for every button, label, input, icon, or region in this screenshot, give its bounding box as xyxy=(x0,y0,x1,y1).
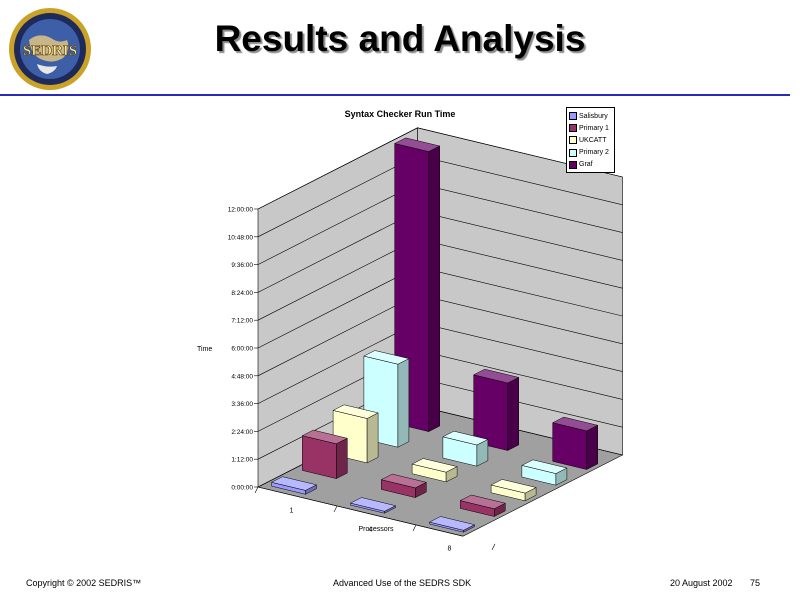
x-tick-mark xyxy=(491,543,496,551)
bar xyxy=(521,459,568,486)
bar-top xyxy=(521,459,568,474)
slide-title: Results and Analysis xyxy=(214,18,586,59)
bar-top xyxy=(490,479,537,494)
run-time-chart: Syntax Checker Run Time 0:00:00 1:12:00 2:… xyxy=(197,109,624,552)
chart-title: Syntax Checker Run Time xyxy=(345,109,456,119)
bar xyxy=(301,429,349,480)
legend-item: Graf xyxy=(569,159,612,171)
bar xyxy=(380,473,428,499)
bar-top xyxy=(301,429,349,445)
footer-date: 20 August 2002 xyxy=(670,578,733,588)
bar-top xyxy=(349,497,397,512)
bar-top xyxy=(270,476,318,491)
y-axis-ticks: 0:00:00 1:12:00 2:24:00 3:36:00 4:48:00 6:00:… xyxy=(228,207,258,492)
x-tick-label: 4 xyxy=(369,526,373,533)
bar-top xyxy=(332,404,379,419)
legend-label: Salisbury xyxy=(579,112,608,120)
bar-top xyxy=(393,137,441,152)
y-tick-label: 0:00:00 xyxy=(231,485,253,492)
y-tick-label: 1:12:00 xyxy=(231,457,253,464)
y-tick-label: 12:00:00 xyxy=(228,207,254,214)
bar xyxy=(490,479,537,502)
bar-top xyxy=(411,458,458,473)
bar-top xyxy=(380,473,428,489)
bar-side xyxy=(507,376,519,451)
legend-swatch xyxy=(569,136,577,145)
bar xyxy=(459,494,507,517)
chart-legend: Salisbury Primary 1 UKCATT Primary 2 Graf xyxy=(566,107,615,173)
y-tick-label: 7:12:00 xyxy=(231,318,253,325)
y-axis-label: Time xyxy=(197,346,212,353)
bar xyxy=(349,497,397,514)
x-tick-mark xyxy=(333,505,338,513)
legend-swatch xyxy=(569,112,577,121)
sedris-logo: SEDRIS xyxy=(9,8,91,90)
y-tick-label: 9:36:00 xyxy=(231,262,253,269)
gridline xyxy=(257,127,623,210)
x-tick-label: 8 xyxy=(448,545,452,552)
x-axis-ticks: 1 4 8 xyxy=(254,486,496,552)
y-tick-label: 4:48:00 xyxy=(231,373,253,380)
x-tick-mark xyxy=(254,486,259,494)
legend-item: UKCATT xyxy=(569,134,612,146)
legend-swatch xyxy=(569,148,577,157)
bar-top xyxy=(442,430,489,446)
legend-label: Primary 2 xyxy=(579,149,609,157)
legend-item: Primary 1 xyxy=(569,122,612,134)
bar xyxy=(411,458,458,483)
bar xyxy=(270,476,318,495)
y-tick-label: 6:00:00 xyxy=(231,346,253,353)
x-tick-label: 1 xyxy=(290,507,294,514)
footer-copyright: Copyright © 2002 SEDRIS™ xyxy=(26,578,142,588)
footer-presentation-title: Advanced Use of the SEDRS SDK xyxy=(333,578,472,588)
bar-top xyxy=(459,494,507,510)
bar xyxy=(442,430,489,467)
chart-bars xyxy=(270,137,599,533)
x-tick-mark xyxy=(412,524,417,532)
y-tick-label: 8:24:00 xyxy=(231,290,253,297)
bar xyxy=(428,516,476,533)
bar-top xyxy=(363,350,410,365)
bar-top xyxy=(428,516,476,531)
bar-top xyxy=(551,416,599,432)
y-tick-label: 3:36:00 xyxy=(231,401,253,408)
footer-page-number: 75 xyxy=(750,578,761,588)
legend-swatch xyxy=(569,160,577,169)
legend-label: Graf xyxy=(579,161,593,169)
title-rule xyxy=(0,94,790,96)
x-axis-label: Processors xyxy=(358,526,394,533)
logo-text: SEDRIS xyxy=(23,43,77,59)
legend-label: UKCATT xyxy=(579,136,607,144)
x-axis-line xyxy=(257,486,464,537)
legend-label: Primary 1 xyxy=(579,124,609,132)
bar-side xyxy=(336,437,348,480)
legend-swatch xyxy=(569,124,577,133)
bar-side xyxy=(586,424,598,470)
bar xyxy=(472,368,520,451)
bar-side xyxy=(397,358,410,448)
y-tick-label: 2:24:00 xyxy=(231,429,253,436)
bar xyxy=(551,416,599,470)
legend-item: Salisbury xyxy=(569,110,612,122)
bar-top xyxy=(472,368,520,384)
legend-item: Primary 2 xyxy=(569,147,612,159)
y-tick-label: 10:48:00 xyxy=(228,234,254,241)
bar-side xyxy=(428,145,440,433)
bar-side xyxy=(366,412,379,464)
